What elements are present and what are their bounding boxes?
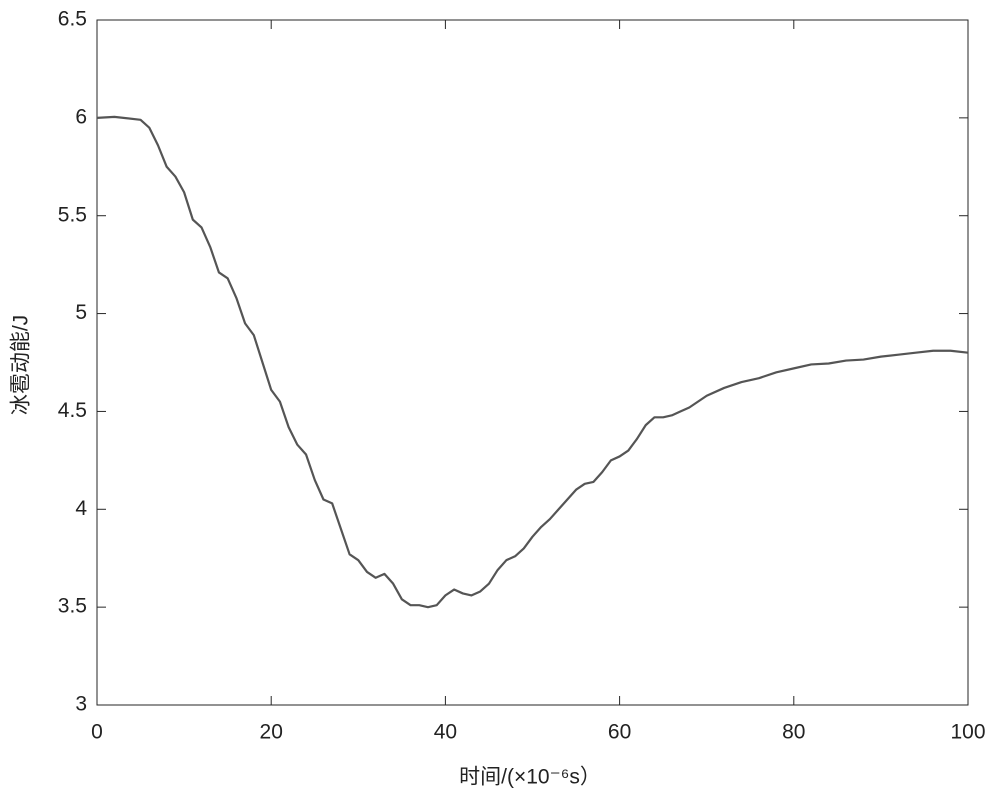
y-tick-label: 3 [75, 693, 87, 716]
y-tick-label: 3.5 [58, 595, 87, 618]
data-line [96, 115, 969, 609]
plot-frame [96, 19, 969, 706]
x-tick-label: 20 [260, 721, 283, 744]
x-axis-label: 时间/(×10⁻⁶s） [459, 766, 601, 789]
y-tick-label: 4 [75, 497, 87, 520]
y-tick-label: 5 [75, 301, 87, 324]
y-tick-label: 5.5 [58, 203, 87, 226]
y-tick-label: 6 [75, 105, 87, 128]
y-axis-label: 冰雹动能/J [10, 315, 33, 415]
x-tick-label: 80 [782, 721, 805, 744]
x-tick-label: 0 [91, 721, 103, 744]
y-tick-label: 6.5 [58, 8, 87, 31]
x-tick-label: 40 [434, 721, 457, 744]
x-tick-label: 60 [608, 721, 631, 744]
x-tick-label: 100 [950, 721, 985, 744]
y-tick-label: 4.5 [58, 399, 87, 422]
